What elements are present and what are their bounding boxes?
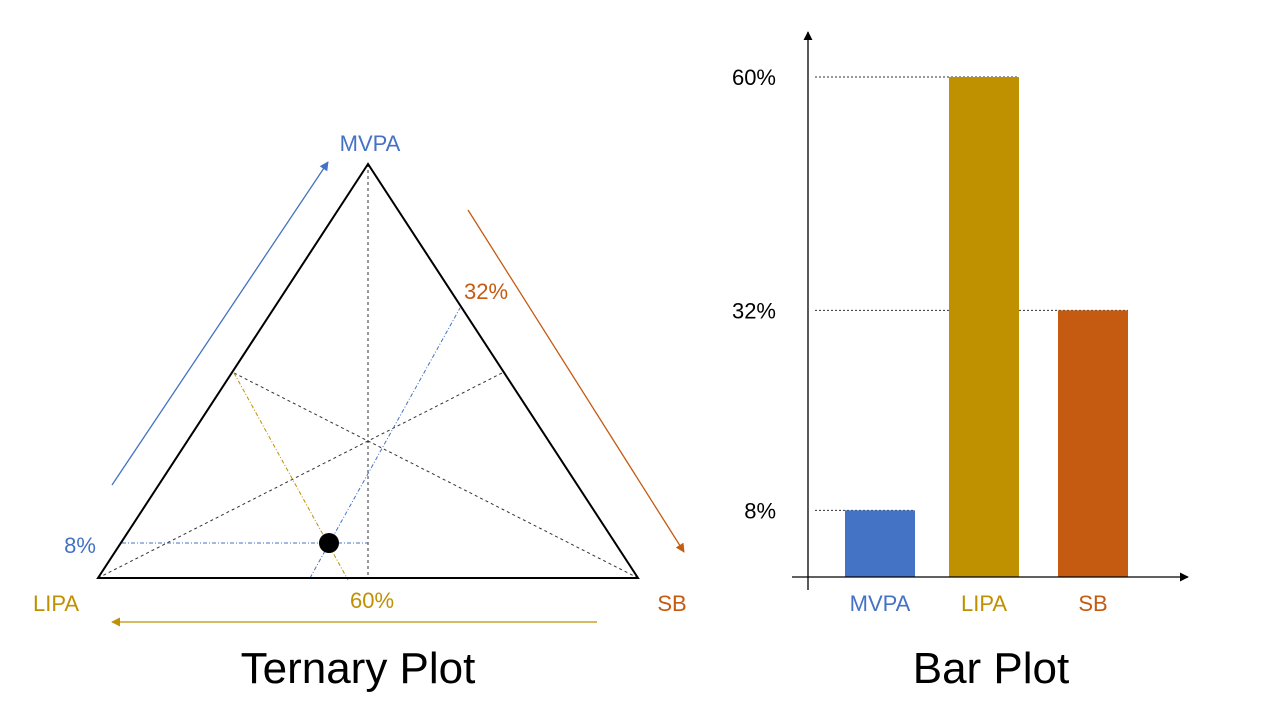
y-tick-labels: 8% 32% 60% bbox=[732, 65, 776, 523]
median-right-vertex bbox=[233, 372, 639, 579]
mvpa-direction-arrow bbox=[111, 161, 329, 486]
y-tick-label: 8% bbox=[744, 498, 776, 523]
composition-point bbox=[319, 533, 339, 553]
y-tick-label: 32% bbox=[732, 298, 776, 323]
x-tick-label-lipa: LIPA bbox=[961, 591, 1007, 616]
sb-direction-arrow bbox=[467, 209, 685, 553]
lipa-guide-line bbox=[233, 372, 349, 581]
bar-mvpa bbox=[845, 510, 915, 577]
ternary-title: Ternary Plot bbox=[241, 644, 476, 693]
bar-plot: 8% 32% 60% MVPA LIPA SB Bar Plot bbox=[732, 31, 1189, 693]
value-label-sb: 32% bbox=[464, 279, 508, 304]
vertex-label-mvpa: MVPA bbox=[340, 131, 401, 156]
x-tick-label-mvpa: MVPA bbox=[850, 591, 911, 616]
y-tick-label: 60% bbox=[732, 65, 776, 90]
value-label-lipa: 60% bbox=[350, 588, 394, 613]
sb-guide-line bbox=[309, 307, 461, 579]
x-tick-labels: MVPA LIPA SB bbox=[850, 591, 1108, 616]
value-label-mvpa: 8% bbox=[64, 533, 96, 558]
bar-lipa bbox=[949, 77, 1019, 577]
vertex-label-sb: SB bbox=[657, 591, 686, 616]
bar-title: Bar Plot bbox=[913, 644, 1070, 693]
bar-sb bbox=[1058, 310, 1128, 577]
bars bbox=[845, 77, 1128, 577]
x-tick-label-sb: SB bbox=[1078, 591, 1107, 616]
vertex-label-lipa: LIPA bbox=[33, 591, 79, 616]
ternary-plot: MVPA LIPA SB 8% 60% 32% Ternary Plot bbox=[33, 131, 687, 693]
ternary-triangle bbox=[96, 162, 640, 579]
median-left-vertex bbox=[97, 372, 503, 579]
